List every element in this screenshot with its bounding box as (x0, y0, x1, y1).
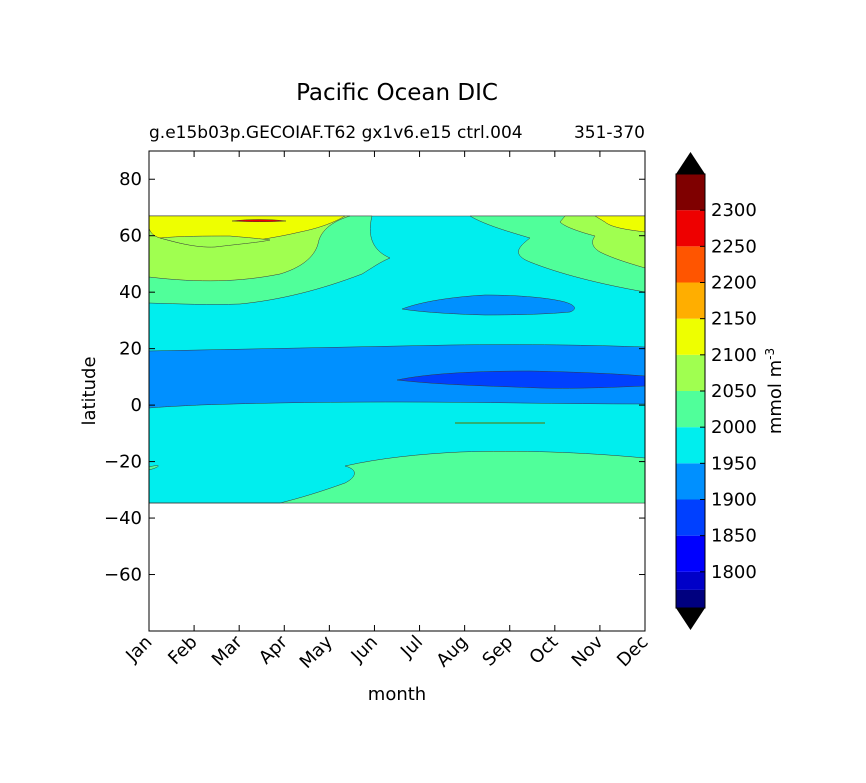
colorbar-segment (676, 589, 705, 608)
x-tick-label: Aug (432, 632, 472, 672)
colorbar-tick-label: 1800 (711, 562, 757, 583)
colorbar-tick-label: 2200 (711, 273, 757, 294)
colorbar: 1800 1850 1900 1950 2000 2050 2100 2150 2200 2250… (675, 152, 757, 630)
y-tick-label: −60 (104, 565, 142, 586)
colorbar-segment (676, 210, 705, 247)
colorbar-segment (676, 318, 705, 355)
x-tick-label: Jun (347, 632, 382, 667)
plot-area: Jan Feb Mar Apr May Jun Jul Aug Sep Oct Nov Dec 80 6… (104, 150, 653, 673)
chart-title: Pacific Ocean DIC (296, 80, 498, 106)
colorbar-tick-label: 2150 (711, 309, 757, 330)
contour-band-2000-2050-south (149, 451, 645, 504)
colorbar-segment (676, 499, 705, 536)
colorbar-extend-high (676, 152, 705, 174)
contour-pocket-1900-1950-north (401, 294, 575, 316)
contour-field (149, 215, 645, 504)
x-tick-label: Oct (525, 632, 562, 669)
colorbar-label-superscript: -3 (763, 348, 777, 360)
colorbar-segment (676, 391, 705, 428)
y-tick-label: 40 (119, 282, 142, 303)
colorbar-segment (676, 535, 705, 572)
colorbar-extend-low (676, 608, 705, 630)
colorbar-segment (676, 174, 705, 211)
y-axis-ticks: 80 60 40 20 0 −20 −40 −60 (104, 169, 645, 586)
colorbar-tick-label: 2300 (711, 200, 757, 221)
contour-sliver-2150-2200 (231, 219, 287, 222)
x-tick-label: Nov (568, 631, 608, 671)
x-tick-label: Dec (613, 632, 652, 671)
y-tick-label: 80 (119, 169, 142, 190)
y-axis-label: latitude (79, 356, 100, 425)
contour-pocket-2050-2100 (159, 235, 271, 248)
colorbar-tick-label: 1950 (711, 453, 757, 474)
y-tick-label: 60 (119, 226, 142, 247)
y-tick-label: −40 (104, 508, 142, 529)
colorbar-tick-label: 2250 (711, 236, 757, 257)
y-tick-label: 0 (131, 395, 142, 416)
colorbar-tick-label: 1900 (711, 490, 757, 511)
chart-subtitle-right: 351-370 (574, 123, 645, 143)
colorbar-segment (676, 246, 705, 283)
colorbar-tick-label: 2000 (711, 417, 757, 438)
x-tick-label: Sep (478, 632, 517, 671)
y-tick-label: 20 (119, 339, 142, 360)
colorbar-segment (676, 571, 705, 590)
x-tick-label: Jul (396, 632, 427, 663)
colorbar-segment (676, 427, 705, 464)
colorbar-label: mmol m-3 (763, 348, 786, 434)
plot-frame (148, 150, 646, 632)
colorbar-segment (676, 463, 705, 500)
chart-subtitle: g.e15b03p.GECOIAF.T62 gx1v6.e15 ctrl.004 (149, 123, 523, 143)
colorbar-tick-label: 2100 (711, 345, 757, 366)
x-tick-label: Jan (121, 632, 156, 667)
x-tick-label: Apr (255, 631, 292, 668)
x-axis-label: month (368, 684, 426, 705)
contour-band-1900-1950-equatorial (149, 344, 645, 409)
colorbar-tick-label: 2050 (711, 381, 757, 402)
y-tick-label: −20 (104, 452, 142, 473)
colorbar-segment (676, 354, 705, 391)
contour-core-1850-1900-equatorial (396, 370, 645, 389)
colorbar-segment (676, 282, 705, 319)
x-tick-label: Mar (208, 631, 247, 670)
x-tick-label: Feb (164, 632, 201, 669)
colorbar-tick-label: 1850 (711, 526, 757, 547)
colorbar-label-text: mmol m (765, 360, 786, 434)
x-tick-label: May (296, 631, 337, 672)
